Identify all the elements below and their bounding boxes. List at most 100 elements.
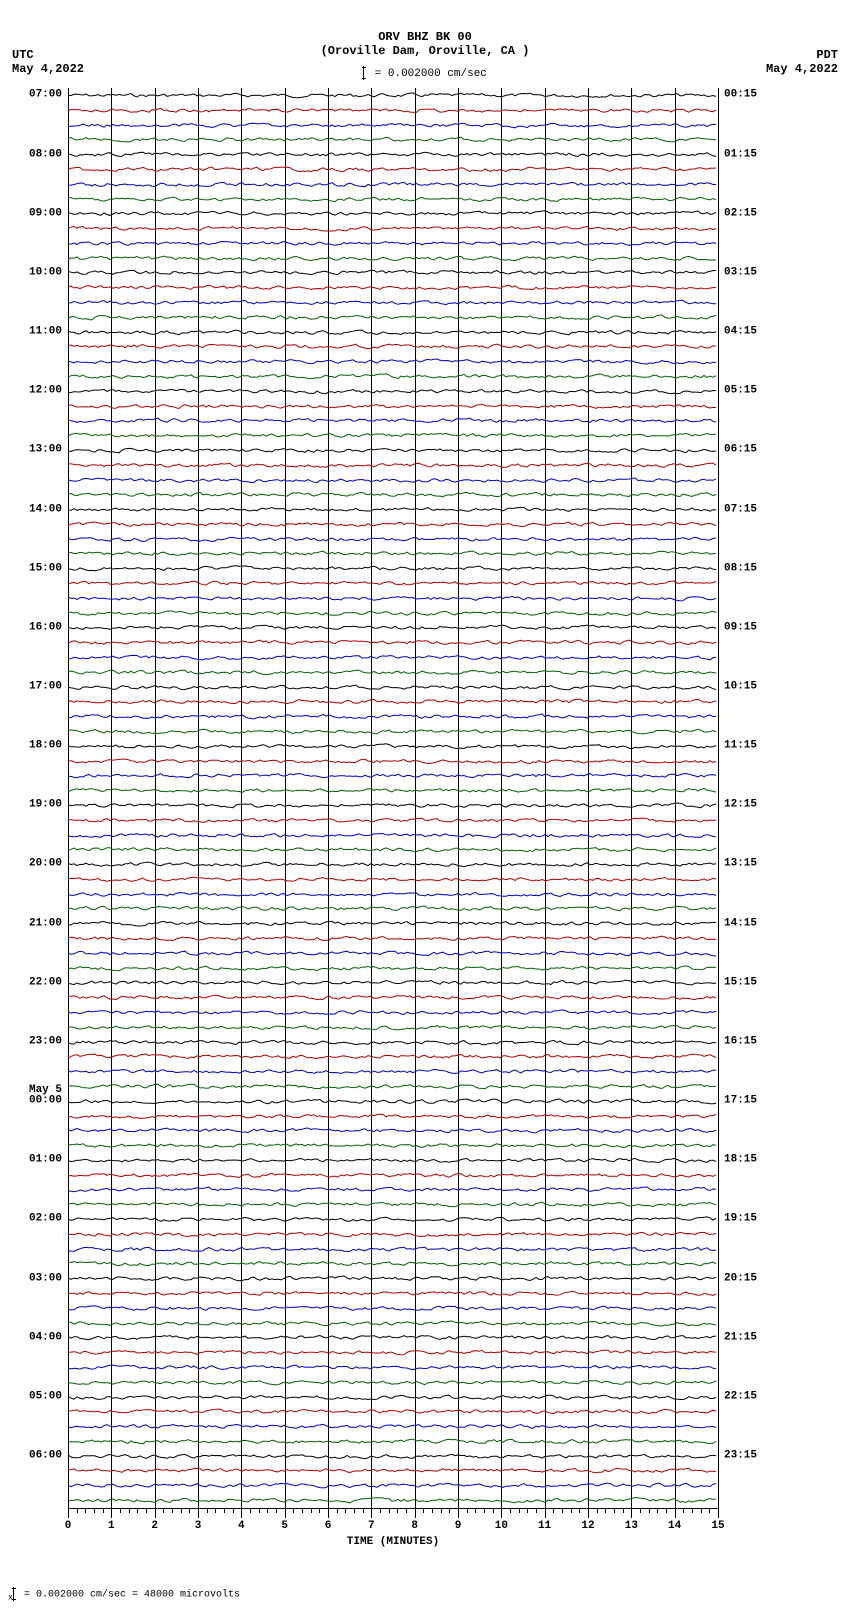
trace-row: [68, 251, 718, 266]
x-tick-major: [198, 1508, 199, 1518]
pdt-time-label: 23:15: [724, 1449, 757, 1461]
trace-row: [68, 1345, 718, 1360]
x-tick-minor: [510, 1508, 511, 1513]
utc-time-label: 03:00: [29, 1272, 62, 1284]
utc-time-label: 23:00: [29, 1035, 62, 1047]
trace-row: [68, 946, 718, 961]
trace-row: 17:0010:15: [68, 680, 718, 695]
x-tick-label: 4: [238, 1520, 245, 1532]
grid-vertical: [718, 88, 719, 1508]
x-tick-minor: [319, 1508, 320, 1513]
utc-time-label: 10:00: [29, 266, 62, 278]
trace-row: [68, 724, 718, 739]
pdt-time-label: 10:15: [724, 680, 757, 692]
pdt-time-label: 11:15: [724, 740, 757, 752]
trace-row: [68, 828, 718, 843]
pdt-time-label: 14:15: [724, 917, 757, 929]
timezone-left: UTC: [12, 48, 34, 62]
pdt-time-label: 15:15: [724, 976, 757, 988]
trace-row: 19:0012:15: [68, 798, 718, 813]
trace-row: [68, 339, 718, 354]
trace-row: [68, 931, 718, 946]
x-tick-minor: [423, 1508, 424, 1513]
trace-row: 07:0000:15: [68, 88, 718, 103]
x-tick-minor: [276, 1508, 277, 1513]
x-tick-minor: [623, 1508, 624, 1513]
x-tick-major: [241, 1508, 242, 1518]
utc-time-label: 22:00: [29, 976, 62, 988]
utc-time-label: 11:00: [29, 325, 62, 337]
pdt-time-label: 02:15: [724, 207, 757, 219]
x-tick-minor: [640, 1508, 641, 1513]
x-tick-minor: [701, 1508, 702, 1513]
utc-time-label: 18:00: [29, 740, 62, 752]
timezone-right: PDT: [816, 48, 838, 62]
x-tick-major: [588, 1508, 589, 1518]
trace-row: 14:0007:15: [68, 502, 718, 517]
trace-row: [68, 842, 718, 857]
trace-row: [68, 665, 718, 680]
x-tick-minor: [389, 1508, 390, 1513]
pdt-time-label: 16:15: [724, 1035, 757, 1047]
trace-row: 16:0009:15: [68, 620, 718, 635]
plot-area: 07:0000:1508:0001:1509:0002:1510:0003:15…: [68, 88, 718, 1508]
utc-time-label: 20:00: [29, 858, 62, 870]
utc-time-label: 00:00: [29, 1095, 62, 1107]
x-axis-line: [68, 1508, 718, 1509]
trace-row: [68, 1123, 718, 1138]
trace-row: [68, 1168, 718, 1183]
trace-row: [68, 1138, 718, 1153]
trace-row: [68, 118, 718, 133]
x-tick-minor: [163, 1508, 164, 1513]
trace-row: 11:0004:15: [68, 325, 718, 340]
x-tick-major: [458, 1508, 459, 1518]
utc-time-label: 02:00: [29, 1213, 62, 1225]
x-tick-minor: [311, 1508, 312, 1513]
trace-row: [68, 280, 718, 295]
trace-row: [68, 546, 718, 561]
trace-row: [68, 1434, 718, 1449]
scale-value: = 0.002000 cm/sec: [368, 68, 487, 80]
x-tick-label: 10: [495, 1520, 508, 1532]
utc-time-label: 14:00: [29, 503, 62, 515]
trace-row: [68, 103, 718, 118]
x-tick-minor: [553, 1508, 554, 1513]
x-tick-label: 11: [538, 1520, 551, 1532]
trace-row: [68, 1493, 718, 1508]
trace-row: [68, 901, 718, 916]
x-tick-minor: [146, 1508, 147, 1513]
title-line2: (Oroville Dam, Oroville, CA ): [0, 44, 850, 58]
scale-bar-icon: [363, 66, 364, 80]
trace-row: [68, 1256, 718, 1271]
pdt-time-label: 12:15: [724, 799, 757, 811]
x-tick-minor: [207, 1508, 208, 1513]
x-tick-major: [545, 1508, 546, 1518]
utc-time-label: 16:00: [29, 621, 62, 633]
x-tick-minor: [380, 1508, 381, 1513]
trace-row: [68, 768, 718, 783]
trace-row: 03:0020:15: [68, 1271, 718, 1286]
utc-time-label: 08:00: [29, 148, 62, 160]
scale-bar-icon: [13, 1587, 14, 1601]
trace-row: 15:0008:15: [68, 561, 718, 576]
pdt-time-label: 22:15: [724, 1390, 757, 1402]
x-tick-minor: [683, 1508, 684, 1513]
utc-time-label: 12:00: [29, 385, 62, 397]
x-tick-minor: [709, 1508, 710, 1513]
x-tick-label: 5: [281, 1520, 288, 1532]
x-tick-minor: [337, 1508, 338, 1513]
trace-row: 13:0006:15: [68, 443, 718, 458]
trace-row: [68, 399, 718, 414]
trace-row: 12:0005:15: [68, 384, 718, 399]
pdt-time-label: 05:15: [724, 385, 757, 397]
x-tick-minor: [406, 1508, 407, 1513]
trace-row: [68, 1020, 718, 1035]
x-tick-major: [111, 1508, 112, 1518]
x-tick-minor: [397, 1508, 398, 1513]
trace-row: 18:0011:15: [68, 739, 718, 754]
utc-time-label: 05:00: [29, 1390, 62, 1402]
x-tick-label: 8: [411, 1520, 418, 1532]
x-tick-minor: [129, 1508, 130, 1513]
utc-time-label: 04:00: [29, 1331, 62, 1343]
trace-row: [68, 887, 718, 902]
